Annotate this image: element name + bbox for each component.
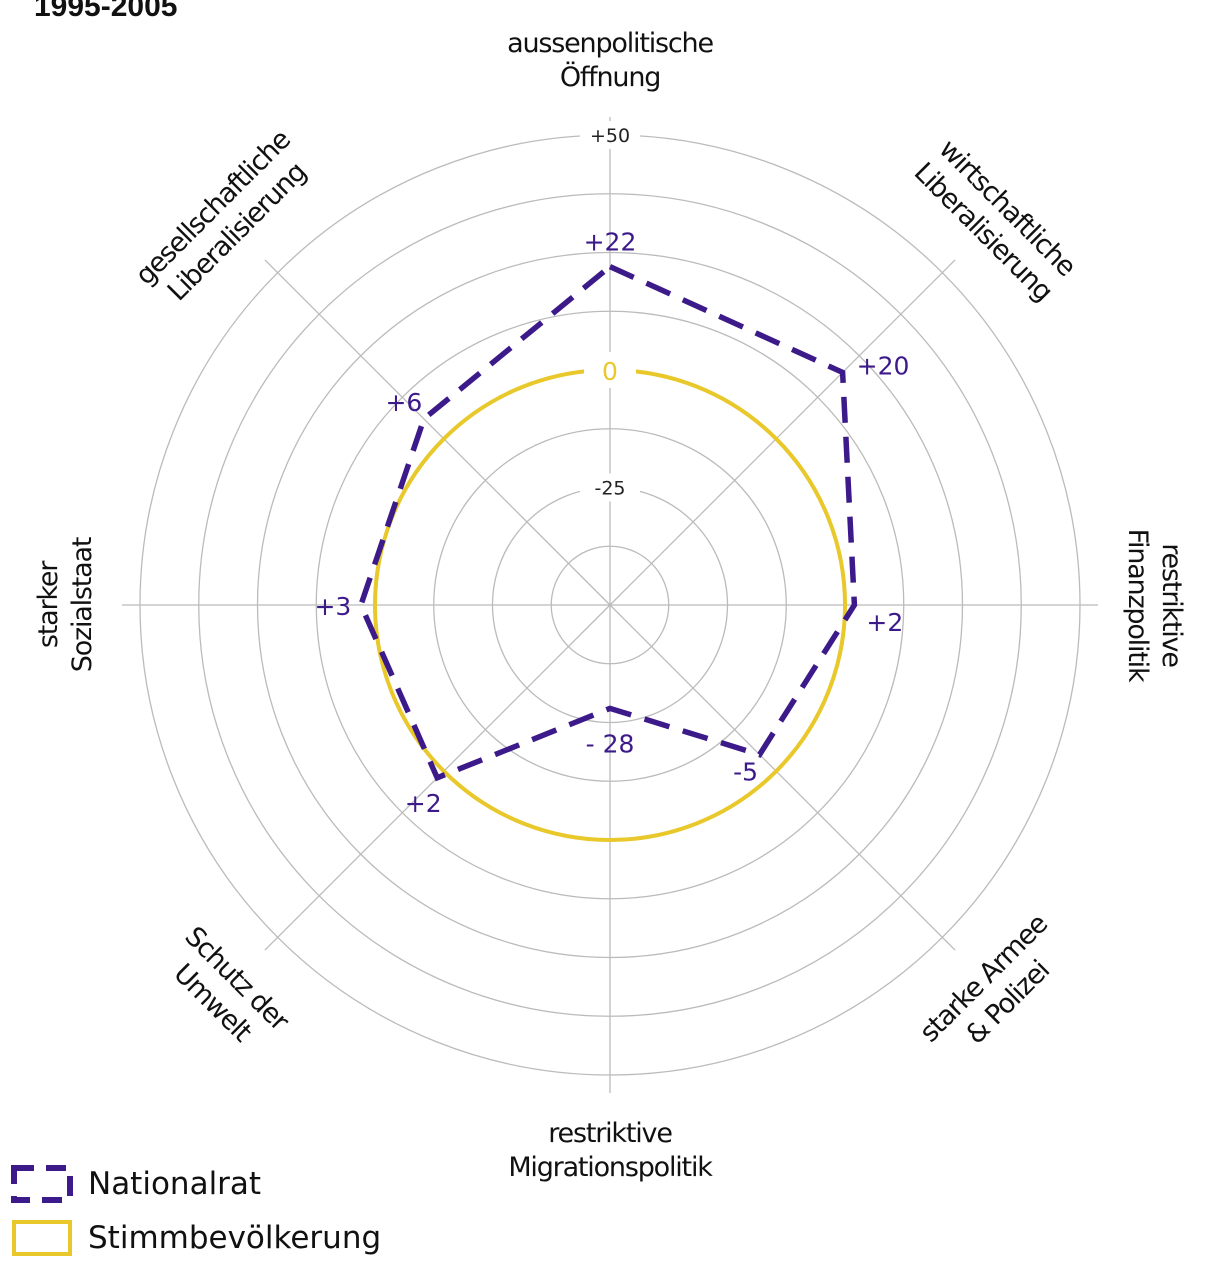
tick-label-bg	[580, 121, 640, 149]
legend-label: Stimmbevölkerung	[88, 1220, 382, 1256]
axis-label-line: starker	[33, 560, 64, 648]
axis-spoke	[609, 604, 956, 951]
axis-spoke	[609, 259, 956, 606]
legend-item-stimmbevoelkerung: Stimmbevölkerung	[10, 1211, 381, 1265]
axis-label-line: Finanzpolitik	[1122, 529, 1153, 683]
grid: +50 -25	[122, 117, 1098, 1093]
legend: Nationalrat Stimmbevölkerung	[10, 1157, 381, 1265]
axis-spoke	[264, 259, 611, 606]
axis-label: starker Sozialstaat	[33, 537, 98, 672]
value-label-nationalrat: +2	[866, 608, 903, 637]
axis-label-line: aussenpolitische	[507, 28, 713, 59]
chart-title: 1995-2005	[34, 0, 177, 23]
axis-label-line: restriktive	[548, 1118, 672, 1149]
value-label-stimmbevoelkerung: 0	[602, 357, 618, 386]
value-label-nationalrat: -5	[733, 758, 758, 787]
tick-label: -25	[594, 478, 625, 500]
axis-label-line: Öffnung	[560, 61, 660, 93]
value-label-nationalrat: +6	[385, 388, 422, 417]
value-label-nationalrat: +20	[857, 351, 910, 380]
axis-label-line: restriktive	[1156, 543, 1187, 667]
value-labels: +22 +20 +2 -5 - 28 +2 +3 +6	[314, 228, 909, 818]
series-nationalrat	[357, 263, 858, 782]
axis-label-line: Sozialstaat	[67, 537, 98, 672]
tick-label-bg	[580, 473, 640, 502]
value-label-nationalrat: +22	[584, 228, 637, 257]
legend-swatch-dashed	[11, 1165, 73, 1203]
value-label-nationalrat: +3	[314, 592, 351, 621]
axis-label-line: Migrationspolitik	[508, 1152, 713, 1183]
legend-swatch-solid	[12, 1220, 72, 1256]
zero-label-bg	[584, 352, 636, 388]
legend-item-nationalrat: Nationalrat	[10, 1157, 381, 1211]
series: 0	[357, 263, 858, 842]
legend-label: Nationalrat	[88, 1166, 262, 1202]
value-label-nationalrat: - 28	[586, 729, 635, 758]
value-label-nationalrat: +2	[405, 789, 442, 818]
tick-label: +50	[590, 125, 630, 147]
